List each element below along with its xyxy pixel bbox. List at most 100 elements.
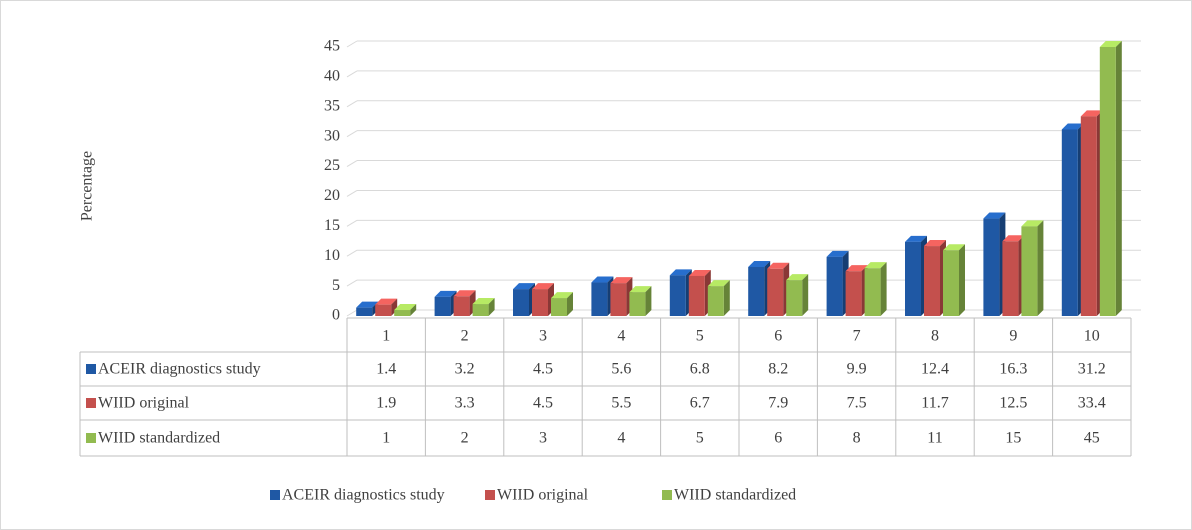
bar-side	[410, 304, 417, 316]
bar	[1061, 129, 1078, 316]
table-legend-key	[86, 433, 96, 443]
bar-side	[880, 262, 887, 316]
grid-line	[346, 309, 358, 317]
grid-line	[346, 40, 358, 48]
y-tick-label: 0	[332, 307, 340, 324]
bar	[591, 282, 608, 316]
bar	[1099, 47, 1116, 316]
bar-top	[924, 240, 946, 247]
table-value: 4.5	[533, 361, 553, 378]
bar	[786, 280, 803, 316]
legend-label: WIID standardized	[674, 487, 796, 504]
y-tick-label: 5	[332, 277, 340, 294]
table-value: 11	[927, 430, 942, 447]
bar	[864, 268, 881, 316]
table-value: 6	[774, 430, 782, 447]
bar-top	[472, 298, 495, 305]
bar-top	[707, 280, 730, 287]
y-tick-label: 10	[324, 247, 340, 264]
bar	[551, 298, 567, 316]
y-tick-label: 20	[324, 187, 340, 204]
table-value: 7.5	[847, 395, 867, 412]
table-value: 5.5	[611, 395, 631, 412]
bar-side	[567, 292, 573, 316]
bar-top	[1002, 235, 1025, 242]
x-tick-label: 2	[461, 328, 469, 345]
x-tick-label: 10	[1084, 328, 1100, 345]
grid-line	[346, 160, 358, 167]
table-value: 5	[696, 430, 704, 447]
table-value: 11.7	[921, 395, 948, 412]
x-tick-label: 9	[1009, 328, 1017, 345]
table-row-label: WIID original	[98, 395, 190, 412]
y-tick-label: 25	[324, 157, 340, 174]
grid-line	[346, 279, 358, 287]
x-tick-label: 4	[617, 328, 625, 345]
legend-key	[485, 490, 495, 500]
x-tick-label: 1	[382, 328, 390, 345]
table-value: 31.2	[1078, 361, 1106, 378]
bar-side	[802, 274, 809, 316]
legend-key	[662, 490, 672, 500]
table-value: 12.5	[999, 395, 1027, 412]
bar-top	[786, 274, 809, 281]
bar-top	[453, 290, 476, 297]
bar-top	[375, 298, 398, 305]
grid-line	[346, 130, 358, 138]
table-value: 8	[853, 430, 861, 447]
grid-line	[346, 249, 358, 257]
table-value: 9.9	[847, 361, 867, 378]
grid-line	[346, 219, 358, 227]
bar-side	[1115, 41, 1122, 316]
bar	[943, 250, 959, 316]
bar	[532, 289, 548, 316]
bar	[610, 283, 627, 316]
bar	[1002, 241, 1019, 316]
bar	[375, 304, 392, 316]
table-value: 6.7	[690, 395, 710, 412]
bar-top	[434, 290, 457, 297]
grid-line	[346, 100, 358, 108]
table-value: 1.9	[376, 395, 396, 412]
legend-key	[270, 490, 280, 500]
table-value: 3.2	[455, 361, 475, 378]
table-value: 6.8	[690, 361, 710, 378]
y-tick-label: 30	[324, 127, 340, 144]
bar	[845, 271, 862, 316]
table-value: 7.9	[768, 395, 788, 412]
grid-line	[346, 70, 358, 78]
bar-side	[391, 298, 398, 316]
bar-top	[1061, 123, 1084, 130]
table-legend-key	[86, 398, 96, 408]
bar-top	[983, 212, 1006, 219]
table-row-label: ACEIR diagnostics study	[98, 361, 261, 378]
bar	[472, 304, 489, 316]
bar-side	[959, 244, 965, 316]
bar-side	[1037, 220, 1044, 316]
bar-top	[845, 265, 868, 272]
table-value: 8.2	[768, 361, 788, 378]
bar-side	[723, 280, 730, 316]
bar-top	[394, 304, 417, 311]
bar-top	[1021, 220, 1044, 227]
bar-top	[1080, 110, 1103, 117]
table-value: 3	[539, 430, 547, 447]
y-tick-label: 45	[324, 38, 340, 55]
legend-label: ACEIR diagnostics study	[282, 487, 445, 504]
table-value: 2	[461, 430, 469, 447]
bar	[394, 310, 411, 316]
y-tick-label: 15	[324, 217, 340, 234]
table-value: 33.4	[1078, 395, 1106, 412]
bar-top	[532, 283, 554, 290]
bar-top	[767, 262, 790, 269]
bar-top	[905, 235, 927, 242]
y-axis-label: Percentage	[79, 151, 96, 221]
bar	[1080, 116, 1097, 316]
bar	[924, 246, 940, 316]
table-value: 12.4	[921, 361, 949, 378]
bar-top	[748, 260, 771, 267]
y-tick-label: 40	[324, 68, 340, 85]
x-tick-label: 6	[774, 328, 782, 345]
bar	[453, 296, 470, 316]
bar	[905, 241, 921, 316]
